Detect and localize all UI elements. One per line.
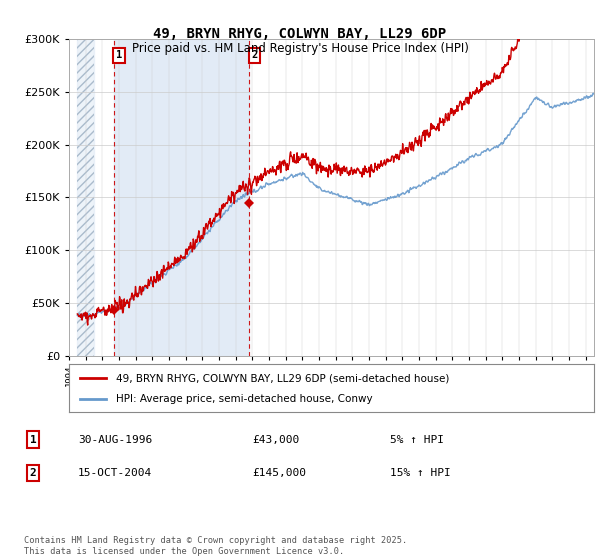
- Text: 30-AUG-1996: 30-AUG-1996: [78, 435, 152, 445]
- Text: £145,000: £145,000: [252, 468, 306, 478]
- Text: 2: 2: [29, 468, 37, 478]
- Text: 5% ↑ HPI: 5% ↑ HPI: [390, 435, 444, 445]
- Text: 1: 1: [29, 435, 37, 445]
- Text: HPI: Average price, semi-detached house, Conwy: HPI: Average price, semi-detached house,…: [116, 394, 373, 404]
- Bar: [77, 39, 94, 356]
- Text: 15% ↑ HPI: 15% ↑ HPI: [390, 468, 451, 478]
- Text: £43,000: £43,000: [252, 435, 299, 445]
- Text: Contains HM Land Registry data © Crown copyright and database right 2025.
This d: Contains HM Land Registry data © Crown c…: [24, 536, 407, 556]
- Text: 15-OCT-2004: 15-OCT-2004: [78, 468, 152, 478]
- Bar: [113, 39, 249, 356]
- Text: 49, BRYN RHYG, COLWYN BAY, LL29 6DP: 49, BRYN RHYG, COLWYN BAY, LL29 6DP: [154, 27, 446, 41]
- Text: 2: 2: [251, 50, 257, 60]
- Text: 1: 1: [116, 50, 122, 60]
- Text: Price paid vs. HM Land Registry's House Price Index (HPI): Price paid vs. HM Land Registry's House …: [131, 42, 469, 55]
- Text: 49, BRYN RHYG, COLWYN BAY, LL29 6DP (semi-detached house): 49, BRYN RHYG, COLWYN BAY, LL29 6DP (sem…: [116, 374, 449, 383]
- Bar: [77, 39, 94, 356]
